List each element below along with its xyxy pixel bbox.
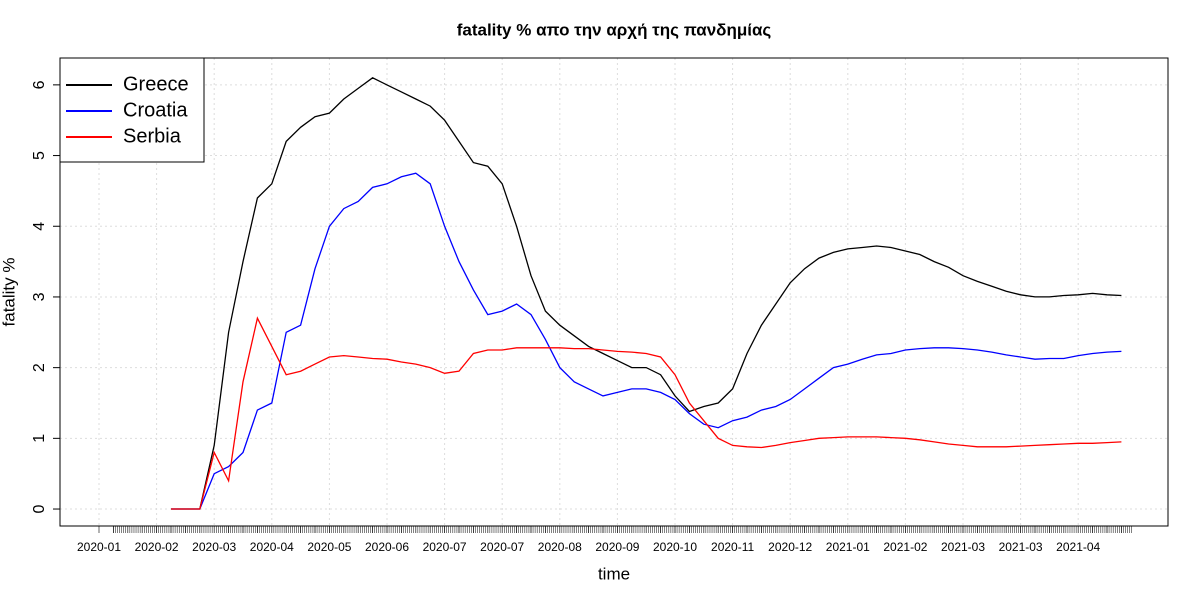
x-axis-label: time	[598, 564, 630, 583]
x-tick-label: 2021-04	[1056, 540, 1100, 554]
x-tick-label: 2020-08	[538, 540, 582, 554]
y-tick-label: 5	[31, 151, 48, 160]
legend-label: Greece	[123, 73, 189, 95]
plot-frame	[59, 57, 1169, 527]
y-axis-label: fatality %	[0, 258, 18, 327]
x-tick-label: 2020-02	[135, 540, 179, 554]
x-tick-label: 2021-03	[941, 540, 985, 554]
x-tick-label: 2020-12	[768, 540, 812, 554]
line-series	[171, 172, 1122, 510]
y-tick-label: 2	[31, 363, 48, 372]
line-series	[171, 77, 1122, 510]
x-tick-label: 2020-11	[711, 540, 754, 554]
legend-label: Croatia	[123, 99, 188, 121]
x-tick-label: 2020-04	[250, 540, 294, 554]
x-tick-label: 2020-09	[595, 540, 639, 554]
x-tick-label: 2020-03	[192, 540, 236, 554]
y-tick-label: 3	[31, 292, 48, 301]
x-tick-label: 2021-01	[826, 540, 870, 554]
x-tick-label: 2020-06	[365, 540, 409, 554]
y-tick-label: 6	[31, 80, 48, 89]
x-tick-label: 2020-01	[77, 540, 121, 554]
chart-title: fatality % απο την αρχή της πανδημίας	[457, 20, 772, 39]
y-tick-label: 0	[31, 504, 48, 513]
y-tick-label: 1	[31, 434, 48, 443]
x-tick-label: 2020-07	[480, 540, 524, 554]
x-tick-label: 2020-10	[653, 540, 697, 554]
x-tick-label: 2020-05	[307, 540, 351, 554]
x-tick-label: 2020-07	[423, 540, 467, 554]
y-tick-label: 4	[31, 222, 48, 231]
legend-label: Serbia	[123, 125, 182, 147]
x-tick-label: 2021-03	[999, 540, 1043, 554]
line-series	[171, 316, 1122, 510]
x-tick-label: 2021-02	[883, 540, 927, 554]
